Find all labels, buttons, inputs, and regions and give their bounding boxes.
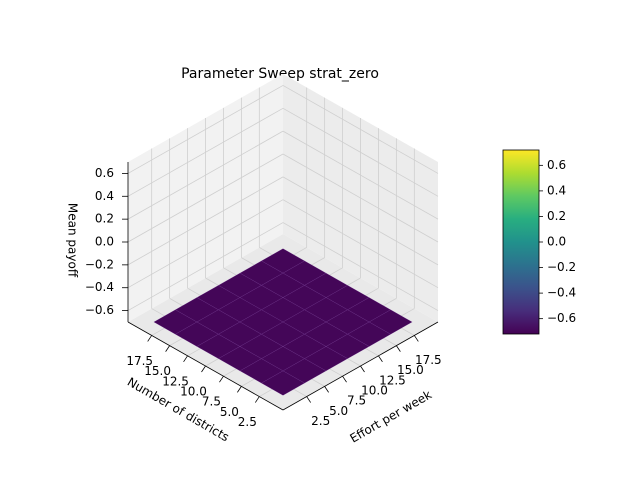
z-tick-label: 0.4 [95,189,114,203]
y-tick-label: 5.0 [220,405,239,419]
grid-line [127,176,284,266]
grid-line [282,222,439,311]
y-tick-label: 15.0 [144,364,171,378]
y-tick [165,345,170,352]
surface-cell [261,370,305,396]
y-tick-label: 2.5 [238,415,257,429]
y-tick-label: 17.5 [126,354,153,368]
colorbar-tick-label: 0.0 [547,235,566,249]
x-tick [413,335,419,342]
grid-line [282,153,439,243]
grid-line [282,107,439,197]
colorbar [502,149,540,335]
colorbar-tick-label: 0.4 [547,183,566,197]
y-tick [147,335,153,342]
surface-cell [174,321,219,347]
z-tick-label: 0.0 [95,235,114,249]
x-tick [378,355,383,363]
x-tick [342,375,347,383]
y-tick-label: 7.5 [202,395,221,409]
grid-line [282,85,439,174]
z-axis-label: Mean payoff [66,203,80,278]
grid-line [282,130,439,220]
y-tick [254,396,260,403]
y-tick [183,355,188,363]
surface [153,248,413,396]
x-tick [360,365,365,373]
x-tick-label: 15.0 [397,363,424,377]
x-tick-label: 7.5 [347,394,366,408]
y-tick [219,375,224,383]
grid-line [282,199,439,289]
colorbar-tick-label: −0.4 [547,286,576,300]
x-tick-label: 10.0 [361,384,388,398]
colorbar-tick-label: −0.6 [547,311,576,325]
grid-line [127,85,284,174]
colorbar-tick-label: −0.2 [547,260,576,274]
grid-line [127,222,284,311]
x-tick-label: 17.5 [415,353,442,367]
chart-title: Parameter Sweep strat_zero [181,66,379,82]
surface-cell [239,333,284,359]
grid-line [127,130,284,220]
z-tick-label: −0.4 [85,280,114,294]
x-tick [306,396,312,403]
x-tick [324,386,329,393]
surface-cell [261,272,305,298]
surface-cell [282,333,327,359]
z-tick-label: −0.6 [85,303,114,317]
x-tick-label: 2.5 [311,414,330,428]
surface-cell [218,346,262,372]
y-tick [201,365,206,373]
y-tick-label: 12.5 [162,374,189,388]
y-tick-label: 10.0 [180,385,207,399]
grid-line [127,107,284,197]
grid-line [282,176,439,266]
z-tick-label: 0.6 [95,166,114,180]
grid-line [127,199,284,289]
z-tick-label: 0.2 [95,212,114,226]
colorbar-tick-label: 0.2 [547,209,566,223]
z-tick-label: −0.2 [85,257,114,271]
x-tick [396,345,401,352]
x-tick-label: 5.0 [329,404,348,418]
x-tick-label: 12.5 [379,373,406,387]
grid-line [127,153,284,243]
y-tick [237,386,242,393]
colorbar-tick-label: 0.6 [547,158,566,172]
